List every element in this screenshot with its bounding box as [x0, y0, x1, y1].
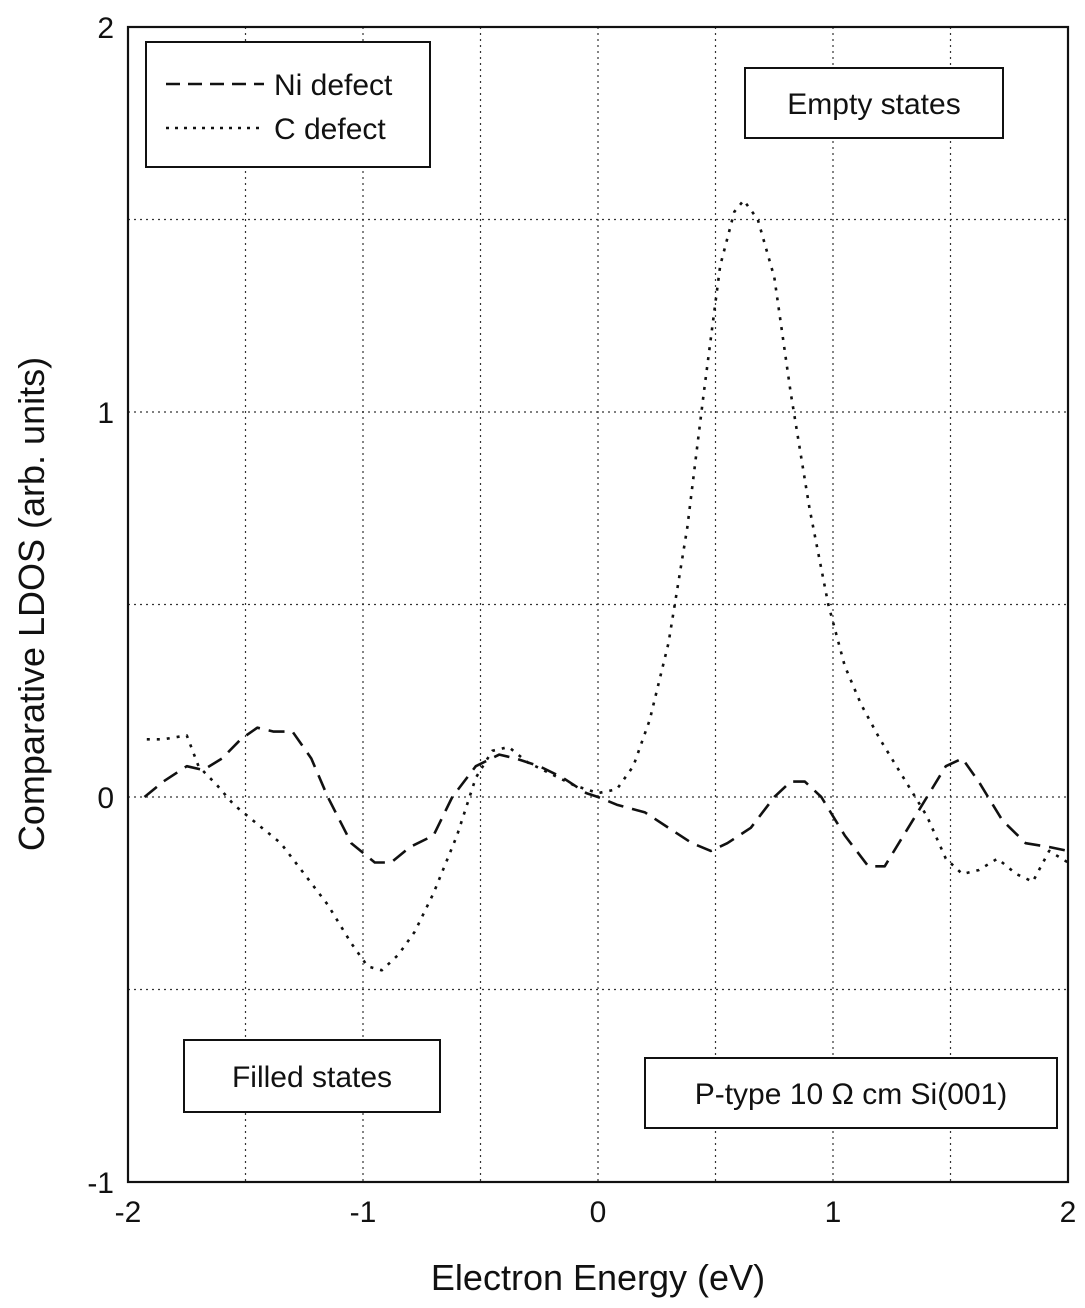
series-line-ni-defect	[143, 726, 1069, 868]
y-tick-label: 1	[97, 397, 114, 430]
annotation-filled-states: Filled states	[183, 1039, 441, 1113]
legend: Ni defect C defect	[145, 41, 431, 168]
legend-label-ni: Ni defect	[274, 69, 393, 102]
x-tick-label: 1	[825, 1196, 842, 1229]
series-line-c-defect	[146, 199, 1069, 972]
series-layer	[143, 199, 1069, 972]
x-tick-label: -1	[350, 1196, 377, 1229]
legend-box	[145, 41, 431, 168]
y-tick-label: 0	[97, 782, 114, 815]
x-tick-label: 2	[1060, 1196, 1077, 1229]
legend-label-c: C defect	[274, 113, 386, 146]
annotation-text: Filled states	[232, 1061, 392, 1094]
annotation-sample: P-type 10 Ω cm Si(001)	[644, 1057, 1058, 1129]
annotation-box	[183, 1039, 441, 1113]
annotation-text: P-type 10 Ω cm Si(001)	[695, 1078, 1008, 1111]
x-tick-labels: -2 -1 0 1 2	[115, 1196, 1077, 1229]
annotation-empty-states: Empty states	[744, 67, 1004, 139]
x-tick-label: 0	[590, 1196, 607, 1229]
annotation-box	[744, 67, 1004, 139]
plot-frame	[126, 25, 1070, 1184]
grid	[128, 27, 1068, 1182]
y-tick-label: -1	[87, 1167, 114, 1200]
y-tick-labels: -1 0 1 2	[87, 12, 114, 1200]
x-axis-title: Electron Energy (eV)	[431, 1257, 765, 1298]
x-tick-label: -2	[115, 1196, 142, 1229]
y-tick-label: 2	[97, 12, 114, 45]
annotation-text: Empty states	[787, 88, 960, 121]
annotation-box	[644, 1057, 1058, 1129]
y-axis-title: Comparative LDOS (arb. units)	[11, 357, 52, 851]
